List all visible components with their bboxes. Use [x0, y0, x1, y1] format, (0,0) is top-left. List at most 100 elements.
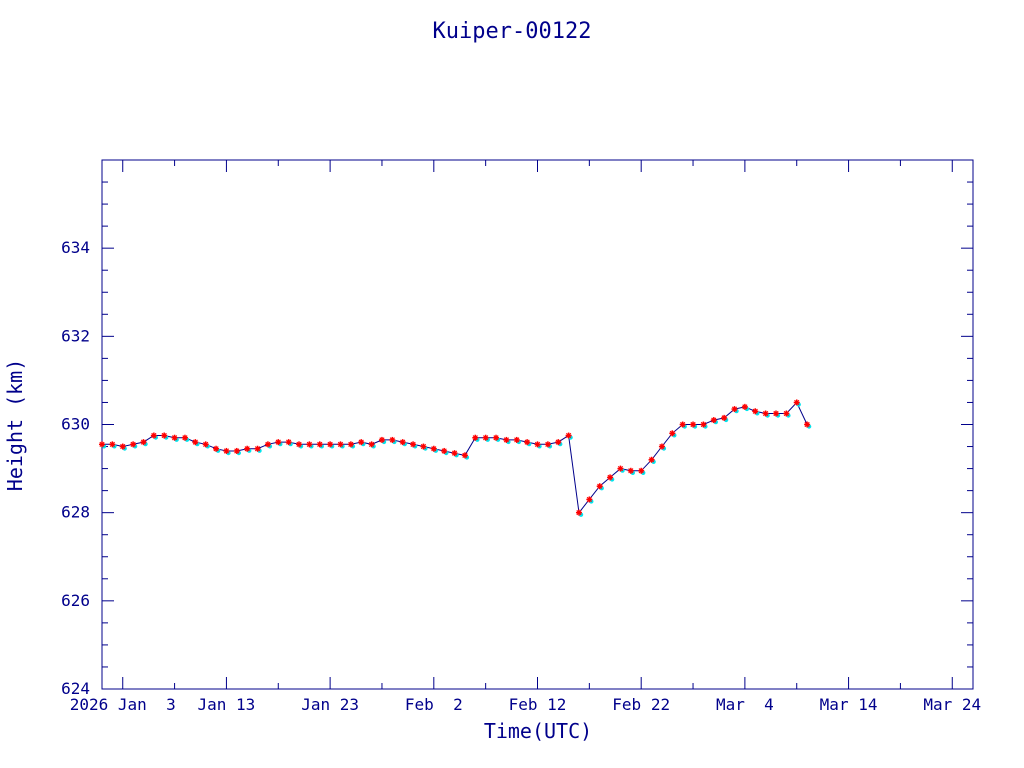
data-point	[627, 467, 634, 474]
y-tick-label: 628	[61, 503, 90, 522]
x-axis-label: Time(UTC)	[484, 719, 592, 743]
data-point	[493, 434, 500, 441]
data-point	[575, 509, 582, 516]
data-point-stroke	[244, 446, 250, 452]
x-tick-label: Feb 22	[612, 695, 670, 714]
data-point	[150, 432, 157, 439]
data-point-stroke	[182, 435, 188, 441]
x-tick-label: Mar 4	[716, 695, 774, 714]
y-tick-label: 634	[61, 238, 90, 257]
data-point	[192, 439, 199, 446]
data-point	[503, 436, 510, 443]
data-point	[700, 421, 707, 428]
data-point	[109, 441, 116, 448]
data-point-stroke	[483, 435, 489, 441]
data-point	[296, 441, 303, 448]
data-point-stroke	[503, 437, 510, 443]
data-point-stroke	[700, 421, 707, 428]
x-tick-label: 2026 Jan 3	[70, 695, 176, 714]
data-point	[441, 447, 448, 454]
chart-title: Kuiper-00122	[433, 19, 592, 44]
data-point	[783, 410, 790, 417]
data-point-stroke	[400, 439, 406, 445]
data-point-stroke	[493, 435, 499, 441]
data-point	[233, 447, 240, 454]
y-tick-label: 632	[61, 326, 90, 345]
data-point	[617, 465, 624, 472]
data-point-stroke	[275, 439, 281, 445]
data-point-stroke	[441, 448, 447, 454]
data-point	[710, 417, 717, 424]
x-tick-label: Feb 2	[405, 695, 463, 714]
data-point	[731, 406, 738, 413]
data-point-stroke	[368, 441, 375, 447]
data-point-stroke	[742, 404, 748, 410]
data-point-stroke	[648, 457, 655, 463]
data-point	[482, 434, 489, 441]
data-point-stroke	[389, 437, 395, 443]
data-point-stroke	[711, 417, 717, 423]
data-point-stroke	[628, 468, 634, 474]
data-point-stroke	[379, 437, 385, 443]
data-point	[99, 441, 105, 448]
x-tick-label: Mar 24	[923, 695, 981, 714]
x-tick-label: Feb 12	[509, 695, 567, 714]
data-point	[586, 496, 593, 503]
data-point	[327, 441, 334, 448]
y-axis-label: Height (km)	[3, 359, 27, 491]
data-point-stroke	[545, 441, 551, 447]
data-point	[638, 467, 645, 474]
data-point	[171, 434, 178, 441]
data-point	[544, 441, 551, 448]
data-point	[752, 408, 759, 415]
data-point	[358, 439, 365, 446]
data-point	[420, 443, 427, 450]
data-point-stroke	[99, 441, 105, 447]
data-point	[648, 456, 655, 463]
data-point	[772, 410, 779, 417]
data-point	[337, 441, 344, 448]
data-point-stroke	[410, 441, 416, 447]
data-point-stroke	[804, 421, 810, 428]
data-point-stroke	[358, 439, 364, 445]
data-point	[223, 447, 230, 454]
data-point	[264, 441, 271, 448]
data-point	[389, 436, 396, 443]
plot-frame	[101, 159, 974, 690]
data-point-stroke	[462, 452, 468, 458]
x-tick-label: Jan 23	[301, 695, 359, 714]
data-point-stroke	[576, 510, 582, 516]
data-point	[181, 434, 188, 441]
data-point	[410, 441, 417, 448]
x-tick-label: Jan 13	[198, 695, 256, 714]
data-point	[378, 436, 385, 443]
data-point	[721, 414, 728, 421]
data-point-stroke	[534, 441, 541, 447]
y-tick-label: 626	[61, 591, 90, 610]
data-point	[119, 443, 126, 450]
data-point	[316, 441, 323, 448]
data-point	[596, 483, 603, 490]
data-point-stroke	[607, 474, 613, 481]
data-point-stroke	[223, 448, 230, 454]
data-point-stroke	[286, 439, 292, 445]
data-point	[430, 445, 437, 452]
data-point	[679, 421, 686, 428]
data-point	[275, 439, 282, 446]
data-point	[658, 443, 665, 450]
y-tick-label: 630	[61, 415, 90, 434]
data-point-stroke	[254, 446, 261, 452]
data-point-stroke	[140, 439, 147, 445]
data-point	[161, 432, 168, 439]
data-point	[202, 441, 209, 448]
data-point-stroke	[783, 410, 789, 417]
data-point-stroke	[472, 435, 478, 441]
data-point-stroke	[120, 443, 126, 450]
data-point	[555, 439, 562, 446]
data-point	[669, 430, 676, 437]
data-point	[285, 439, 292, 446]
data-point-stroke	[171, 435, 178, 441]
data-point-stroke	[327, 441, 333, 447]
data-point-stroke	[451, 450, 458, 456]
data-point-stroke	[317, 441, 323, 447]
